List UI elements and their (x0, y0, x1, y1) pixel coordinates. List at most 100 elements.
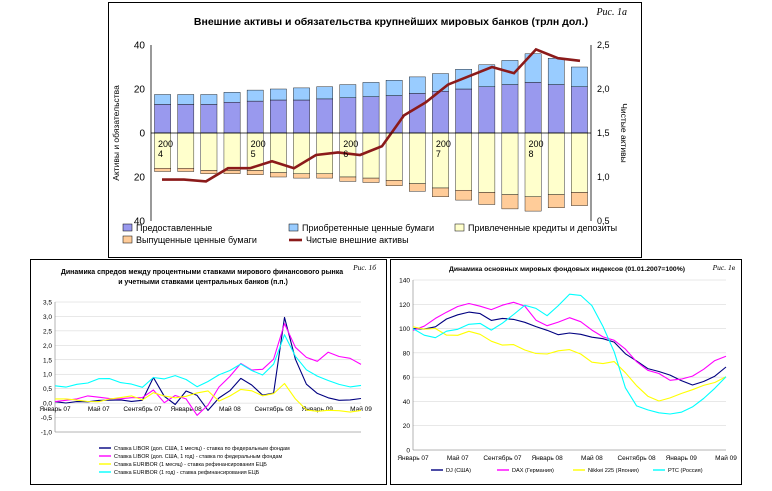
bar-provided (571, 86, 588, 134)
y-tick-label-right: 1,0 (597, 172, 610, 182)
x-year-label: 200 (343, 139, 358, 149)
x-tick-label: Май 09 (350, 405, 372, 413)
x-year-label-suffix: 6 (343, 149, 348, 159)
legend-borrowed-swatch (454, 223, 465, 232)
x-tick-label: Январь 07 (397, 455, 429, 462)
bar-acquired-securities (223, 92, 241, 103)
series-line-3 (54, 334, 362, 388)
y-tick-label: 20 (403, 423, 411, 430)
bar-issued-securities (270, 172, 287, 178)
bar-issued-securities (409, 183, 426, 192)
legend-label-2: Nikkei 225 (Япония) (588, 468, 639, 474)
legend-label-1: DAX (Германия) (512, 468, 554, 474)
bar-provided (478, 86, 496, 134)
x-tick-label: Январь 09 (666, 455, 698, 462)
y-tick-label: 60 (403, 375, 411, 382)
bar-issued-securities (246, 170, 264, 175)
chart-title: Внешние активы и обязательства крупнейши… (194, 16, 588, 28)
y-tick-label: 3,5 (43, 300, 52, 307)
y-tick-label-left: 20 (134, 173, 146, 184)
bar-provided (409, 93, 426, 134)
x-year-label: 200 (528, 139, 543, 149)
bar-borrowed (571, 132, 588, 193)
bar-provided (246, 100, 264, 134)
legend-label-1: Ставка LIBOR (дол. США, 1 год) - ставка … (114, 454, 283, 460)
chart-title: Динамика спредов между процентными ставк… (61, 269, 345, 286)
legend-label-2: Ставка EURIBOR (1 месяц) - ставка рефина… (114, 462, 267, 468)
y-tick-label-left: 20 (134, 85, 146, 96)
chart-panel-spreads: Динамика спредов между процентными ставк… (30, 259, 387, 485)
bar-borrowed (223, 132, 241, 171)
x-tick-label: Май 08 (219, 405, 241, 413)
assets-chart: Внешние активы и обязательства крупнейши… (111, 7, 629, 245)
bar-issued-securities (385, 180, 403, 187)
series-line-2 (55, 382, 362, 413)
x-tick-label: Сентябрь 08 (254, 405, 293, 413)
legend-issued-swatch (122, 235, 133, 244)
y-axis-label-left: Активы и обязательства (111, 85, 121, 181)
y-tick-label: 3,0 (43, 314, 52, 321)
y-tick-label: 0,0 (43, 401, 52, 408)
y-tick-label-right: 1,5 (597, 128, 610, 138)
bar-provided (223, 101, 241, 134)
bar-acquired-securities (409, 76, 426, 94)
y-tick-label: -0,5 (41, 415, 53, 422)
bar-borrowed (385, 132, 403, 181)
legend-borrowed-label: Привлеченные кредиты и депозиты (468, 223, 617, 233)
x-year-label-suffix: 5 (251, 149, 256, 159)
y-tick-label-right: 0,5 (597, 216, 610, 226)
spreads-chart: Динамика спредов между процентными ставк… (39, 263, 376, 476)
bar-borrowed (501, 132, 519, 195)
bar-provided (154, 104, 171, 134)
bar-acquired-securities (177, 94, 195, 105)
bar-acquired-securities (316, 86, 333, 100)
chart-panel-assets: Внешние активы и обязательства крупнейши… (108, 2, 642, 258)
y-tick-label: 2,0 (43, 343, 52, 350)
legend-label-3: РТС (Россия) (668, 468, 703, 474)
bar-acquired-securities (547, 58, 565, 85)
legend-acquired-swatch (288, 223, 299, 232)
bar-provided (293, 99, 310, 134)
bars-group (154, 53, 588, 212)
x-tick-label: Май 07 (447, 454, 469, 462)
indices-chart: Динамика основных мировых фондовых индек… (397, 263, 737, 474)
legend-provided-label: Предоставленные (136, 223, 212, 233)
bar-acquired-securities (385, 79, 403, 96)
y-tick-label: 80 (403, 350, 411, 357)
y-tick-label-left: 0 (139, 129, 145, 140)
y-tick-label: 0,5 (43, 386, 52, 393)
bar-acquired-securities (154, 94, 171, 105)
legend-label-0: DJ (США) (446, 468, 471, 474)
bar-borrowed (362, 132, 380, 179)
series-line-1 (412, 301, 727, 381)
x-year-label: 200 (158, 139, 173, 149)
bar-provided (200, 104, 218, 134)
chart-panel-indices: Динамика основных мировых фондовых индек… (390, 259, 742, 485)
bar-acquired-securities (432, 73, 449, 92)
net-assets-line (162, 47, 581, 183)
bar-issued-securities (223, 170, 241, 174)
chart-title-line-1: Динамика спредов между процентными ставк… (61, 269, 343, 276)
legend-net-label: Чистые внешние активы (306, 235, 409, 245)
bar-acquired-securities (293, 87, 310, 101)
bar-acquired-securities (270, 88, 287, 101)
y-tick-label: 2,5 (43, 328, 52, 335)
series-line-1 (54, 323, 362, 416)
chart-title: Динамика основных мировых фондовых индек… (449, 266, 685, 273)
x-tick-label: Май 09 (715, 454, 737, 462)
bar-issued-securities (339, 176, 357, 182)
bar-issued-securities (362, 177, 380, 183)
axes-group: 4020020402,52,01,51,00,52004200520062007… (134, 40, 610, 228)
bar-borrowed (177, 132, 195, 169)
y-tick-label: 140 (399, 278, 410, 285)
legend-label-0: Ставка LIBOR (дол. США, 1 месяц) - ставк… (114, 446, 290, 452)
series-line-0 (54, 316, 362, 411)
bar-acquired-securities (362, 82, 380, 97)
bar-issued-securities (432, 187, 449, 198)
bar-issued-securities (316, 173, 333, 179)
x-year-label-suffix: 7 (436, 149, 441, 159)
bar-provided (362, 96, 380, 134)
bar-provided (270, 99, 287, 134)
bar-borrowed (455, 132, 472, 191)
x-tick-label: Сентябрь 07 (123, 405, 162, 413)
